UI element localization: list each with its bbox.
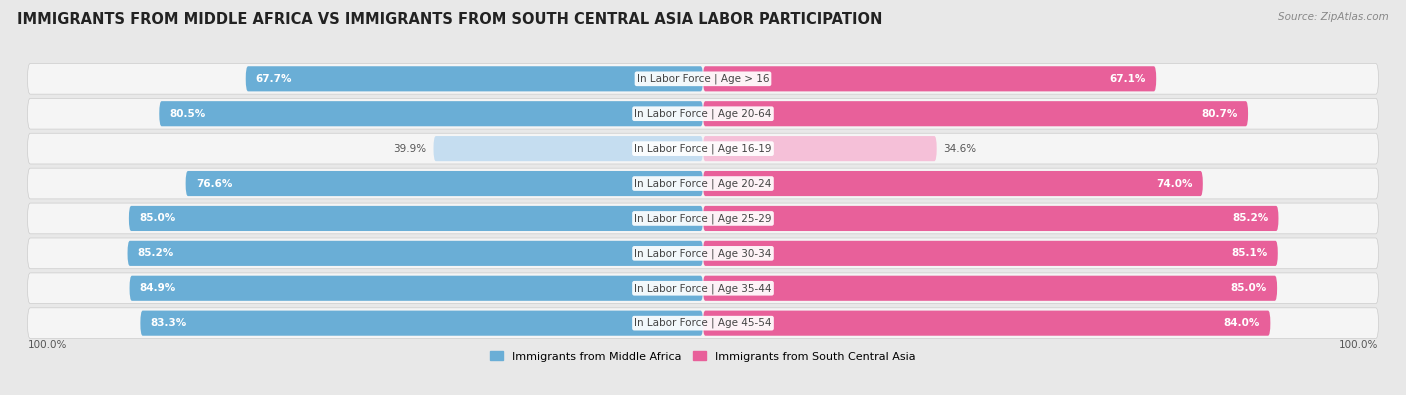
Text: IMMIGRANTS FROM MIDDLE AFRICA VS IMMIGRANTS FROM SOUTH CENTRAL ASIA LABOR PARTIC: IMMIGRANTS FROM MIDDLE AFRICA VS IMMIGRA… (17, 12, 882, 27)
FancyBboxPatch shape (28, 133, 1378, 164)
FancyBboxPatch shape (28, 98, 1378, 129)
Text: 80.5%: 80.5% (169, 109, 205, 119)
Text: 85.2%: 85.2% (138, 248, 174, 258)
Text: 85.1%: 85.1% (1232, 248, 1268, 258)
FancyBboxPatch shape (703, 310, 1271, 336)
FancyBboxPatch shape (159, 101, 703, 126)
FancyBboxPatch shape (703, 206, 1278, 231)
FancyBboxPatch shape (141, 310, 703, 336)
Text: 34.6%: 34.6% (943, 144, 977, 154)
Legend: Immigrants from Middle Africa, Immigrants from South Central Asia: Immigrants from Middle Africa, Immigrant… (485, 347, 921, 366)
Text: 85.2%: 85.2% (1232, 213, 1268, 224)
Text: 100.0%: 100.0% (28, 340, 67, 350)
FancyBboxPatch shape (129, 206, 703, 231)
Text: In Labor Force | Age > 16: In Labor Force | Age > 16 (637, 73, 769, 84)
Text: Source: ZipAtlas.com: Source: ZipAtlas.com (1278, 12, 1389, 22)
FancyBboxPatch shape (246, 66, 703, 91)
Text: 76.6%: 76.6% (195, 179, 232, 188)
Text: 67.1%: 67.1% (1109, 74, 1146, 84)
FancyBboxPatch shape (128, 241, 703, 266)
Text: 85.0%: 85.0% (139, 213, 176, 224)
Text: 85.0%: 85.0% (1230, 283, 1267, 293)
Text: In Labor Force | Age 35-44: In Labor Force | Age 35-44 (634, 283, 772, 293)
Text: 100.0%: 100.0% (1339, 340, 1378, 350)
Text: 83.3%: 83.3% (150, 318, 187, 328)
Text: In Labor Force | Age 16-19: In Labor Force | Age 16-19 (634, 143, 772, 154)
FancyBboxPatch shape (28, 238, 1378, 269)
FancyBboxPatch shape (703, 171, 1202, 196)
Text: In Labor Force | Age 30-34: In Labor Force | Age 30-34 (634, 248, 772, 259)
Text: In Labor Force | Age 20-24: In Labor Force | Age 20-24 (634, 178, 772, 189)
FancyBboxPatch shape (703, 136, 936, 161)
FancyBboxPatch shape (28, 64, 1378, 94)
FancyBboxPatch shape (28, 273, 1378, 304)
FancyBboxPatch shape (703, 101, 1249, 126)
FancyBboxPatch shape (703, 241, 1278, 266)
Text: 84.0%: 84.0% (1223, 318, 1260, 328)
FancyBboxPatch shape (703, 66, 1156, 91)
Text: 39.9%: 39.9% (394, 144, 427, 154)
Text: 84.9%: 84.9% (139, 283, 176, 293)
Text: In Labor Force | Age 25-29: In Labor Force | Age 25-29 (634, 213, 772, 224)
FancyBboxPatch shape (28, 308, 1378, 339)
FancyBboxPatch shape (129, 276, 703, 301)
FancyBboxPatch shape (433, 136, 703, 161)
Text: In Labor Force | Age 20-64: In Labor Force | Age 20-64 (634, 109, 772, 119)
FancyBboxPatch shape (703, 276, 1277, 301)
Text: 74.0%: 74.0% (1156, 179, 1192, 188)
FancyBboxPatch shape (28, 168, 1378, 199)
Text: In Labor Force | Age 45-54: In Labor Force | Age 45-54 (634, 318, 772, 328)
Text: 67.7%: 67.7% (256, 74, 292, 84)
FancyBboxPatch shape (186, 171, 703, 196)
Text: 80.7%: 80.7% (1202, 109, 1237, 119)
FancyBboxPatch shape (28, 203, 1378, 234)
